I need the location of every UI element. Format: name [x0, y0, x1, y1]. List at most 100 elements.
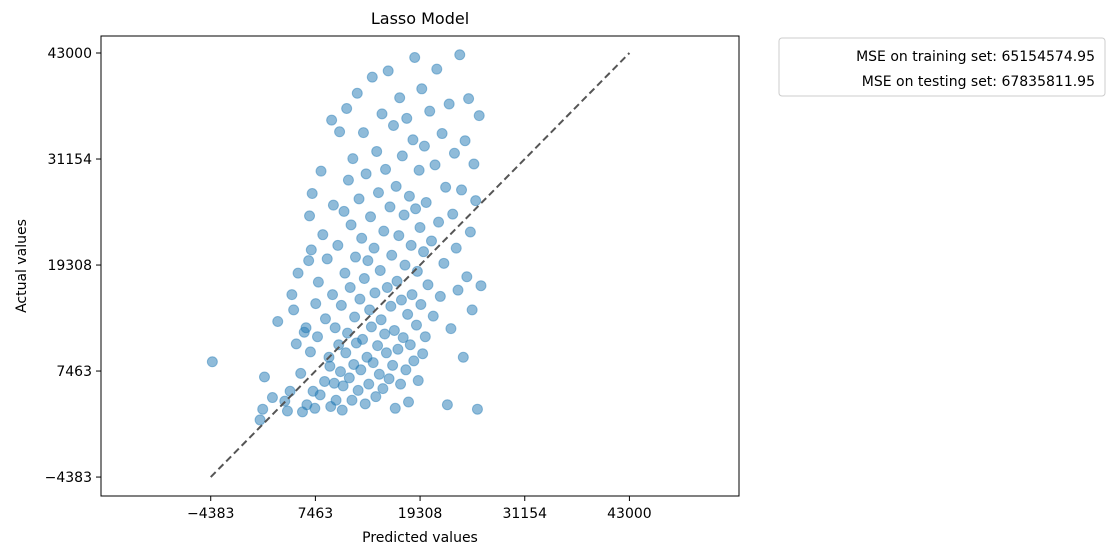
- data-point: [466, 304, 478, 316]
- data-point: [349, 251, 361, 263]
- data-point: [401, 112, 413, 124]
- data-point: [412, 375, 424, 387]
- data-point: [418, 140, 430, 152]
- data-point: [470, 195, 482, 207]
- data-point: [385, 300, 397, 312]
- data-point: [372, 340, 384, 352]
- data-point: [399, 259, 411, 271]
- data-point: [324, 360, 336, 372]
- data-point: [295, 367, 307, 379]
- y-tick-label: 31154: [47, 152, 92, 168]
- data-point: [334, 126, 346, 138]
- data-point: [406, 289, 418, 301]
- data-point: [390, 180, 402, 192]
- data-point: [456, 184, 468, 196]
- data-point: [440, 181, 452, 193]
- data-point: [335, 299, 347, 311]
- chart-title: Lasso Model: [371, 9, 469, 28]
- data-point: [351, 87, 363, 99]
- data-point: [357, 333, 369, 345]
- legend: MSE on training set: 65154574.95 MSE on …: [778, 37, 1106, 97]
- data-point: [310, 298, 322, 310]
- data-point: [309, 402, 321, 414]
- data-point: [387, 119, 399, 131]
- data-point: [475, 280, 487, 292]
- data-point: [348, 358, 360, 370]
- data-point: [366, 71, 378, 83]
- data-point: [305, 244, 317, 256]
- y-tick-label: 19308: [47, 258, 92, 274]
- data-point: [461, 271, 473, 283]
- data-point: [382, 65, 394, 77]
- x-tick-label: 19308: [398, 506, 443, 522]
- data-point: [424, 105, 436, 117]
- data-point: [393, 230, 405, 242]
- data-point: [314, 389, 326, 401]
- data-point: [365, 321, 377, 333]
- data-point: [360, 168, 372, 180]
- data-point: [413, 164, 425, 176]
- legend-entry-training: MSE on training set: 65154574.95: [856, 49, 1095, 65]
- data-point: [258, 371, 270, 383]
- x-tick-label: −4383: [187, 506, 234, 522]
- data-point: [452, 284, 464, 296]
- data-point: [358, 273, 370, 285]
- data-point: [333, 339, 345, 351]
- data-point: [427, 310, 439, 322]
- data-point: [431, 63, 443, 75]
- data-point: [433, 216, 445, 228]
- data-point: [418, 246, 430, 258]
- data-point: [395, 294, 407, 306]
- data-point: [254, 414, 266, 426]
- data-point: [356, 232, 368, 244]
- data-point: [257, 403, 269, 415]
- data-point: [404, 339, 416, 351]
- data-point: [397, 332, 409, 344]
- y-axis: −4383 7463 19308 31154 43000: [45, 46, 101, 486]
- y-axis-label: Actual values: [14, 219, 30, 313]
- data-point: [396, 150, 408, 162]
- data-point: [463, 93, 475, 105]
- data-point: [441, 399, 453, 411]
- data-point: [362, 255, 374, 267]
- data-point: [334, 366, 346, 378]
- data-point: [380, 347, 392, 359]
- data-point: [368, 242, 380, 254]
- data-point: [373, 368, 385, 380]
- data-point: [395, 378, 407, 390]
- data-point: [407, 134, 419, 146]
- data-point: [330, 394, 342, 406]
- data-point: [340, 347, 352, 359]
- data-point: [402, 308, 414, 320]
- data-point: [300, 322, 312, 334]
- data-point: [332, 239, 344, 251]
- data-point: [408, 355, 420, 367]
- data-point: [290, 338, 302, 350]
- data-point: [292, 267, 304, 279]
- data-point: [353, 193, 365, 205]
- data-point: [378, 225, 390, 237]
- data-point: [321, 253, 333, 265]
- data-point: [447, 208, 459, 220]
- data-point: [337, 380, 349, 392]
- data-point: [429, 159, 441, 171]
- data-point: [372, 187, 384, 199]
- data-point: [422, 279, 434, 291]
- data-point: [410, 319, 422, 331]
- data-point: [464, 226, 476, 238]
- legend-frame: [778, 37, 1106, 97]
- data-point: [381, 281, 393, 293]
- data-point: [454, 49, 466, 61]
- data-point: [425, 235, 437, 247]
- data-point: [443, 98, 455, 110]
- data-point: [416, 83, 428, 95]
- data-point: [415, 298, 427, 310]
- y-tick-label: 43000: [47, 46, 92, 62]
- data-point: [339, 267, 351, 279]
- data-point: [387, 359, 399, 371]
- reference-line: [210, 52, 631, 478]
- data-point: [266, 392, 278, 404]
- data-point: [438, 257, 450, 269]
- data-point: [284, 385, 296, 397]
